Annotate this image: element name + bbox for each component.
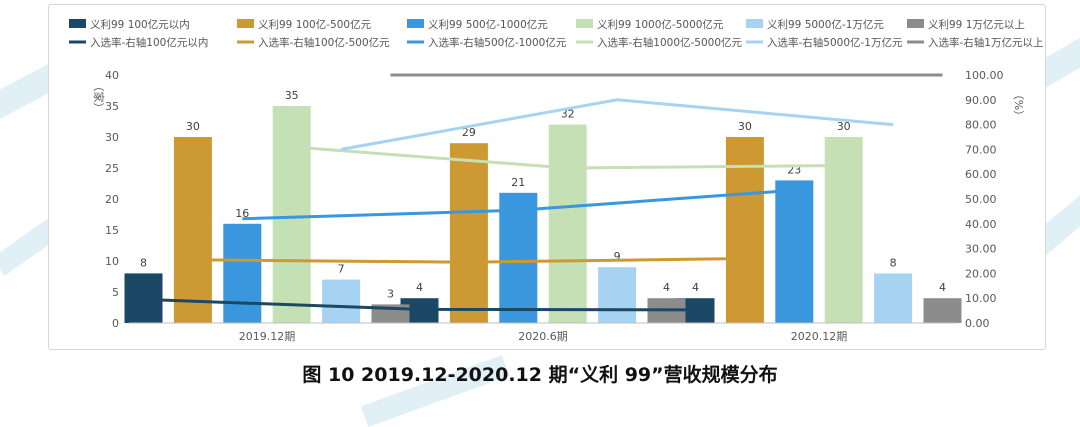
bar: [775, 180, 814, 323]
bar: [874, 273, 913, 323]
bar-value-label: 21: [511, 176, 525, 189]
legend-swatch: [237, 19, 254, 28]
bar: [272, 106, 311, 323]
rate-line: [192, 257, 745, 264]
y-tick-label: 40: [105, 69, 119, 82]
bar-value-label: 8: [890, 256, 897, 269]
y2-tick-label: 100.00: [965, 69, 1004, 82]
y-tick-label: 30: [105, 131, 119, 144]
legend-label: 义利99 5000亿-1万亿元: [767, 18, 884, 31]
y-axis-title: （家）: [92, 81, 106, 114]
bar-value-label: 30: [186, 120, 200, 133]
y-tick-label: 0: [112, 317, 119, 330]
legend-label: 义利99 1万亿元以上: [928, 18, 1025, 31]
legend-label: 义利99 100亿元以内: [90, 18, 190, 31]
y2-axis-title: （%）: [1012, 89, 1025, 121]
y-tick-label: 10: [105, 255, 119, 268]
rate-line: [340, 98, 894, 151]
bar-value-label: 8: [140, 256, 147, 269]
bar-value-label: 30: [837, 120, 851, 133]
bar-value-label: 35: [285, 89, 299, 102]
rate-line: [143, 297, 696, 312]
bar-value-label: 3: [387, 287, 394, 300]
legend-swatch: [576, 19, 593, 28]
bar: [923, 298, 962, 323]
x-tick-label: 2020.12期: [791, 330, 848, 343]
bar: [548, 124, 587, 323]
bar: [223, 223, 262, 323]
legend-swatch: [69, 19, 86, 28]
y2-tick-label: 60.00: [965, 168, 997, 181]
bar: [124, 273, 163, 323]
y2-tick-label: 20.00: [965, 267, 997, 280]
bar-value-label: 9: [614, 250, 621, 263]
legend-label: 义利99 500亿-1000亿元: [428, 18, 548, 31]
y2-tick-label: 70.00: [965, 143, 997, 156]
bar: [173, 137, 212, 323]
y2-tick-label: 90.00: [965, 94, 997, 107]
legend-label: 义利99 100亿-500亿元: [258, 18, 372, 31]
bar-value-label: 4: [416, 281, 423, 294]
legend-label: 入选率-右轴1万亿元以上: [928, 36, 1043, 49]
bar-value-label: 4: [939, 281, 946, 294]
y2-tick-label: 80.00: [965, 119, 997, 132]
legend-label: 入选率-右轴100亿元以内: [90, 36, 208, 49]
x-tick-label: 2020.6期: [518, 330, 568, 343]
bar-value-label: 30: [738, 120, 752, 133]
legend-swatch: [407, 19, 424, 28]
bar: [598, 267, 637, 323]
bar: [499, 192, 538, 323]
bar-value-label: 7: [338, 263, 345, 276]
legend-label: 入选率-右轴500亿-1000亿元: [428, 36, 567, 49]
x-tick-label: 2019.12期: [239, 330, 296, 343]
rate-line: [291, 145, 844, 170]
legend-label: 义利99 1000亿-5000亿元: [597, 18, 724, 31]
figure-caption: 图 10 2019.12-2020.12 期“义利 99”营收规模分布: [302, 364, 778, 386]
y-tick-label: 25: [105, 162, 119, 175]
y2-tick-label: 10.00: [965, 292, 997, 305]
bar-value-label: 4: [692, 281, 699, 294]
bar: [824, 137, 863, 323]
bar-value-label: 32: [561, 108, 575, 121]
bar-value-label: 16: [235, 207, 249, 220]
y-tick-label: 5: [112, 286, 119, 299]
bar-value-label: 29: [462, 126, 476, 139]
chart-panel: 义利99 100亿元以内 义利99 100亿-500亿元 义利99 500亿-100…: [48, 4, 1046, 350]
legend-label: 入选率-右轴5000亿-1万亿元: [767, 36, 903, 49]
legend-label: 入选率-右轴100亿-500亿元: [258, 36, 390, 49]
combo-chart: 义利99 100亿元以内 义利99 100亿-500亿元 义利99 500亿-100…: [69, 18, 1043, 343]
rate-line: [242, 188, 795, 221]
y2-tick-label: 40.00: [965, 218, 997, 231]
legend-label: 入选率-右轴1000亿-5000亿元: [597, 36, 743, 49]
y2-tick-label: 50.00: [965, 193, 997, 206]
y-tick-label: 35: [105, 100, 119, 113]
y2-tick-label: 30.00: [965, 243, 997, 256]
bar: [449, 143, 488, 323]
bar: [322, 279, 361, 323]
y-tick-label: 15: [105, 224, 119, 237]
y2-tick-label: 0.00: [965, 317, 990, 330]
bar-value-label: 4: [663, 281, 670, 294]
legend-swatch: [746, 19, 763, 28]
y-tick-label: 20: [105, 193, 119, 206]
legend-swatch: [907, 19, 924, 28]
